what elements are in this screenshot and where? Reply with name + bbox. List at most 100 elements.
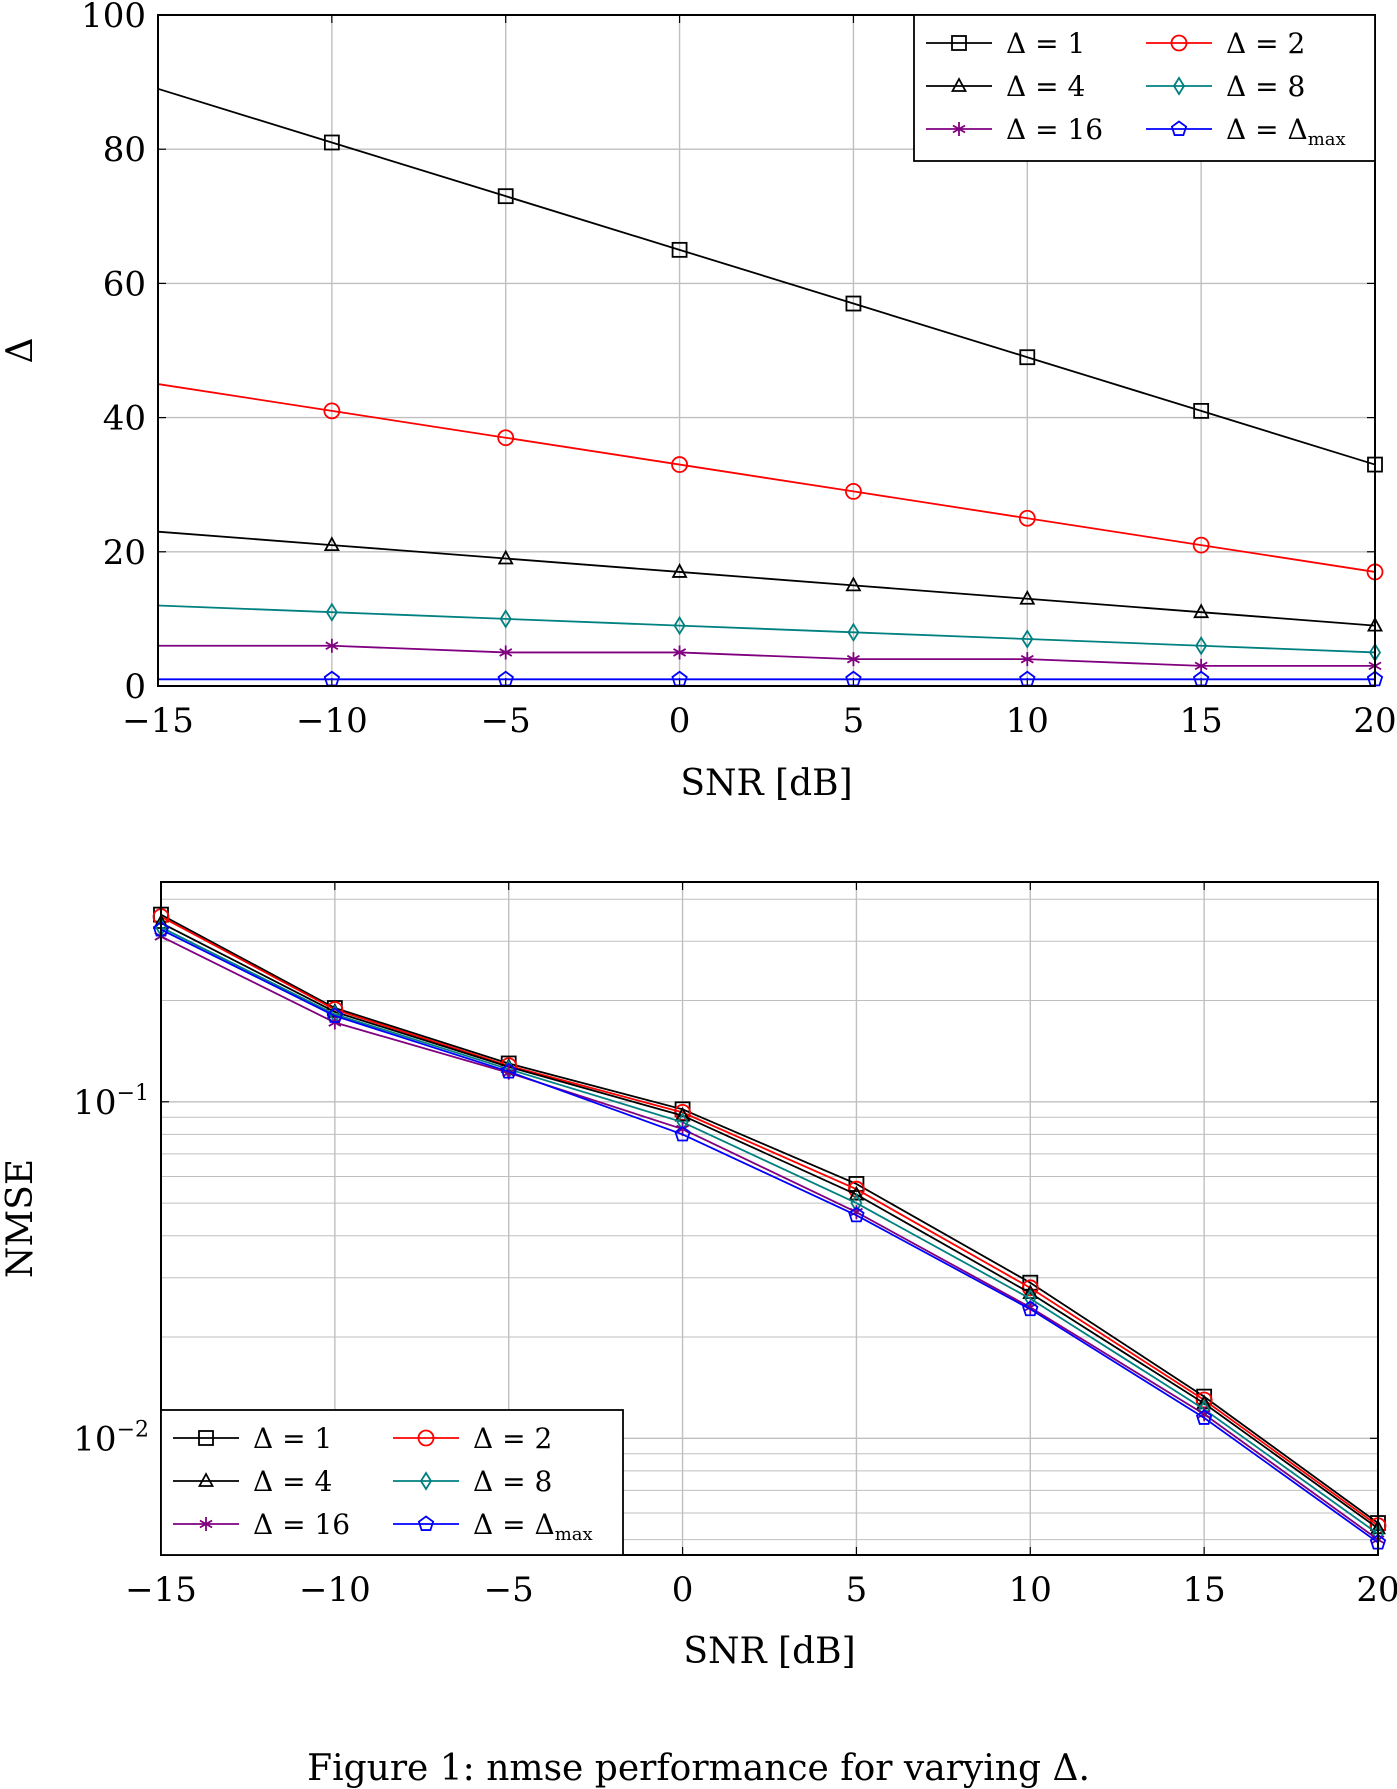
series-6: [158, 670, 1384, 687]
legend-label: Δ = Δmax: [1226, 113, 1346, 150]
series-line: [157, 604, 1376, 654]
data-point: [1019, 589, 1036, 605]
data-point: [1022, 1300, 1039, 1317]
legend-item: Δ = Δmax: [393, 1508, 593, 1545]
x-tick-label: −15: [122, 701, 194, 741]
x-tick-label: 20: [1356, 1570, 1397, 1610]
legend-item: Δ = 16: [173, 1508, 350, 1541]
legend-marker: [199, 1517, 213, 1531]
legend-label: Δ = 1: [1006, 27, 1085, 60]
series-line: [160, 913, 1379, 1524]
data-point: [1018, 509, 1036, 527]
data-point: [325, 602, 338, 622]
x-tick-label: 10: [1006, 701, 1049, 741]
data-point: [497, 188, 514, 205]
legend-item: Δ = 8: [1146, 70, 1305, 103]
data-point: [673, 645, 687, 660]
y-tick-label: 10−1: [73, 1081, 149, 1123]
x-tick-label: 10: [1009, 1570, 1052, 1610]
data-point: [1192, 536, 1210, 554]
series-line: [157, 87, 1376, 466]
series-2: [157, 383, 1384, 581]
series-line: [160, 915, 1379, 1527]
legend-marker: [419, 1471, 433, 1491]
legend-marker: [417, 1429, 435, 1447]
legend-marker: [1172, 76, 1186, 96]
x-tick-label: 0: [669, 701, 691, 741]
legend: Δ = 1 Δ = 2 Δ = 4 Δ = 8 Δ = 16 Δ = Δmax: [913, 14, 1376, 162]
legend-marker: [1170, 34, 1188, 52]
data-point: [845, 576, 862, 592]
legend-label: Δ = 8: [1226, 70, 1305, 103]
series-line: [157, 530, 1376, 627]
legend-item: Δ = 2: [1146, 27, 1305, 60]
y-axis-label: NMSE: [0, 1159, 41, 1278]
series-5: [158, 638, 1382, 673]
data-point: [497, 549, 514, 565]
legend-marker: [952, 122, 966, 136]
legend: Δ = 1 Δ = 2 Δ = 4 Δ = 8 Δ = 16 Δ = Δmax: [160, 1409, 624, 1556]
legend-label: Δ = 4: [253, 1465, 332, 1498]
data-point: [497, 429, 515, 447]
series-3: [157, 530, 1384, 632]
axes: −15 −10 −5 0 5 10 15 20 0 20 40 60 80 100: [81, 0, 1397, 741]
y-tick-label: 60: [103, 264, 146, 304]
y-tick-label: 80: [103, 130, 146, 170]
legend-label: Δ = 4: [1006, 70, 1085, 103]
legend-marker: [197, 1472, 215, 1487]
x-tick-label: 15: [1183, 1570, 1226, 1610]
y-tick-label: 10−2: [73, 1417, 149, 1459]
data-point: [673, 615, 686, 636]
x-tick-label: 0: [672, 1570, 694, 1610]
data-point: [326, 1007, 344, 1023]
series-1: [157, 87, 1383, 473]
legend-item: Δ = 1: [173, 1422, 332, 1455]
x-tick-label: −10: [299, 1570, 371, 1610]
data-point: [1193, 402, 1210, 419]
series-line: [157, 383, 1376, 573]
plot-frame: [157, 14, 1376, 687]
data-point: [323, 134, 340, 151]
data-point: [674, 1125, 691, 1142]
series-line: [158, 644, 1375, 667]
y-axis-label: Δ: [0, 338, 41, 364]
y-tick-label: 0: [124, 667, 146, 707]
legend-marker: [951, 35, 967, 51]
data-point: [674, 1106, 691, 1122]
legend-item: Δ = 16: [926, 113, 1103, 146]
legend-item: Δ = 4: [926, 70, 1085, 103]
legend-label: Δ = Δmax: [473, 1508, 593, 1545]
data-point: [1021, 1279, 1039, 1297]
plot-frame: [160, 881, 1379, 1556]
data-point: [671, 241, 688, 258]
legend-item: Δ = 4: [173, 1465, 332, 1498]
data-point: [1021, 629, 1034, 649]
data-point: [1193, 603, 1210, 619]
legend-label: Δ = 16: [253, 1508, 350, 1541]
data-point: [1195, 1409, 1213, 1425]
axes: −15 −10 −5 0 5 10 15 20 10−2 10−1: [73, 882, 1397, 1610]
plot-area: [157, 87, 1384, 687]
legend-box: [913, 14, 1376, 162]
x-axis-label: SNR [dB]: [680, 763, 852, 804]
chart-2: −15 −10 −5 0 5 10 15 20 10−2 10−1 SNR [dB] NMSE Δ = …: [0, 881, 1397, 1672]
data-point: [848, 1185, 865, 1201]
x-tick-label: 5: [846, 1570, 868, 1610]
legend-marker: [198, 1430, 214, 1446]
y-tick-label: 20: [103, 533, 146, 573]
series-line: [160, 926, 1379, 1535]
data-point: [1019, 349, 1036, 366]
plot-area: [152, 906, 1387, 1550]
legend-marker: [1170, 120, 1188, 136]
figure-caption: Figure 1: nmse performance for varying Δ…: [307, 1748, 1090, 1789]
legend-label: Δ = 1: [253, 1422, 332, 1455]
data-point: [848, 1206, 865, 1223]
legend-item: Δ = 8: [393, 1465, 552, 1498]
y-tick-label: 100: [81, 0, 146, 36]
data-point: [671, 563, 688, 578]
legend-label: Δ = 16: [1006, 113, 1103, 146]
legend-label: Δ = 8: [473, 1465, 552, 1498]
data-point: [1194, 658, 1208, 673]
y-tick-label: 40: [103, 399, 146, 439]
